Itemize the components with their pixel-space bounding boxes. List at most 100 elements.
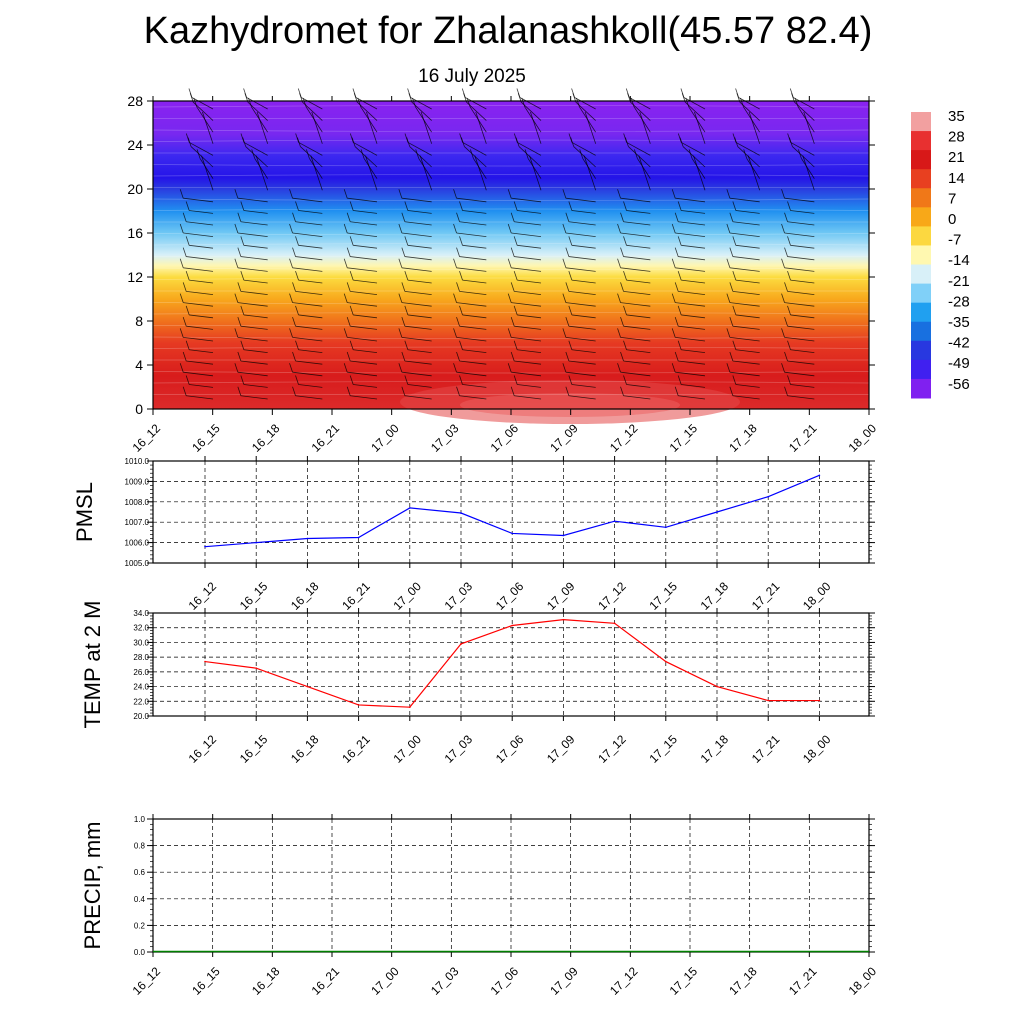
wind-barb bbox=[189, 384, 214, 388]
series-point bbox=[409, 706, 411, 708]
wind-barb-feather bbox=[398, 189, 403, 199]
wind-barb bbox=[186, 221, 214, 226]
wind-barb bbox=[511, 197, 542, 203]
wind-barb-feather bbox=[237, 212, 242, 222]
wind-barb bbox=[793, 97, 815, 110]
wind-barb bbox=[191, 97, 214, 110]
wind-barb-feather bbox=[740, 97, 744, 108]
wind-barb-feather bbox=[404, 305, 409, 316]
wind-barb-feather bbox=[510, 351, 515, 362]
wind-barb bbox=[301, 97, 323, 110]
isotherm-line bbox=[152, 312, 870, 315]
wind-barb-feather bbox=[456, 282, 460, 292]
wind-barb bbox=[735, 349, 760, 353]
y-tick-label: 0.6 bbox=[134, 868, 146, 877]
colorbar-swatch bbox=[911, 264, 931, 285]
wind-barb-feather bbox=[343, 189, 348, 199]
wind-barb-feather bbox=[292, 247, 296, 257]
wind-barb-feather bbox=[784, 212, 788, 222]
wind-barb-feather bbox=[346, 386, 351, 396]
x-tick-label: 16_18 bbox=[288, 579, 322, 613]
wind-barb bbox=[571, 142, 596, 156]
x-tick-label: 16_18 bbox=[288, 732, 322, 766]
wind-barb-feather bbox=[732, 271, 737, 281]
series-point bbox=[562, 618, 565, 621]
wind-barb-feather bbox=[677, 201, 682, 211]
wind-barb-feather bbox=[398, 293, 403, 303]
wind-barb bbox=[571, 210, 596, 214]
y-tick-label: 0 bbox=[135, 401, 143, 417]
wind-barb-feather bbox=[240, 375, 245, 385]
wind-barb-feather bbox=[732, 305, 737, 316]
wind-barb bbox=[259, 120, 269, 144]
wind-barb bbox=[353, 142, 378, 156]
wind-barb-feather bbox=[346, 212, 351, 222]
wind-barb bbox=[363, 158, 378, 179]
x-tick-label: 17_21 bbox=[786, 964, 820, 998]
wind-barb-feather bbox=[292, 386, 296, 396]
wind-barb bbox=[735, 210, 760, 214]
wind-barb bbox=[691, 158, 706, 179]
wind-barb-feather bbox=[674, 247, 679, 257]
x-tick-label: 17_09 bbox=[547, 964, 581, 998]
wind-barb-feather bbox=[781, 223, 785, 234]
x-tick-label: 17_21 bbox=[749, 579, 783, 613]
page-subtitle: 16 July 2025 bbox=[418, 66, 526, 87]
wind-barb-feather bbox=[726, 223, 731, 234]
wind-barb-feather bbox=[295, 236, 299, 246]
wind-barb-feather bbox=[289, 328, 293, 338]
wind-barb bbox=[295, 360, 323, 365]
isotherm-line bbox=[152, 105, 870, 108]
wind-barb-feather bbox=[507, 223, 512, 234]
x-tick-label: 17_03 bbox=[428, 421, 462, 455]
wind-barb bbox=[805, 164, 815, 191]
wind-barb bbox=[313, 164, 323, 191]
wind-barb-feather bbox=[466, 97, 471, 108]
wind-barb bbox=[568, 290, 596, 295]
wind-barb bbox=[404, 290, 432, 295]
wind-barb bbox=[350, 360, 378, 365]
wind-barb-feather bbox=[784, 351, 788, 362]
wind-barb-feather bbox=[671, 189, 676, 199]
wind-barb bbox=[675, 267, 706, 272]
wind-barb bbox=[626, 279, 651, 284]
wind-barb bbox=[790, 210, 815, 214]
wind-barb bbox=[246, 97, 268, 110]
y-tick-label: 4 bbox=[135, 357, 143, 373]
wind-barb bbox=[511, 267, 542, 272]
wind-barb bbox=[292, 337, 323, 342]
x-tick-label: 17_18 bbox=[698, 732, 732, 766]
wind-barb-feather bbox=[677, 305, 682, 316]
x-tick-label: 16_12 bbox=[130, 964, 164, 998]
x-tick-label: 17_06 bbox=[488, 421, 522, 455]
wind-barb-feather bbox=[453, 189, 457, 199]
wind-barb bbox=[462, 142, 487, 156]
colorbar-label: -35 bbox=[948, 314, 970, 331]
wind-barb-feather bbox=[240, 236, 245, 246]
x-tick-label: 17_03 bbox=[442, 732, 476, 766]
wind-barb-feather bbox=[297, 137, 301, 147]
wind-barb-feather bbox=[292, 317, 296, 327]
wind-barb bbox=[678, 395, 706, 400]
x-tick-label: 16_12 bbox=[186, 732, 220, 766]
y-tick-label: 24 bbox=[127, 137, 143, 153]
wind-barb bbox=[298, 142, 323, 156]
wind-barb-feather bbox=[360, 149, 365, 159]
wind-barb bbox=[240, 256, 268, 261]
wind-barb-feather bbox=[620, 247, 624, 257]
x-tick-label: 17_00 bbox=[390, 579, 424, 613]
wind-barb bbox=[790, 384, 815, 388]
x-tick-label: 17_15 bbox=[667, 421, 701, 455]
wind-barb bbox=[186, 290, 214, 295]
wind-barb bbox=[678, 221, 706, 226]
wind-barb-feather bbox=[343, 258, 348, 268]
wind-barb bbox=[254, 158, 269, 179]
wind-barb bbox=[681, 210, 706, 214]
colorbar-swatch bbox=[911, 302, 931, 323]
wind-barb bbox=[183, 232, 214, 237]
wind-barb-feather bbox=[459, 236, 463, 246]
wind-barb-feather bbox=[568, 236, 573, 246]
wind-barb bbox=[355, 97, 378, 110]
x-tick-label: 16_18 bbox=[249, 964, 283, 998]
series-point bbox=[460, 643, 462, 645]
